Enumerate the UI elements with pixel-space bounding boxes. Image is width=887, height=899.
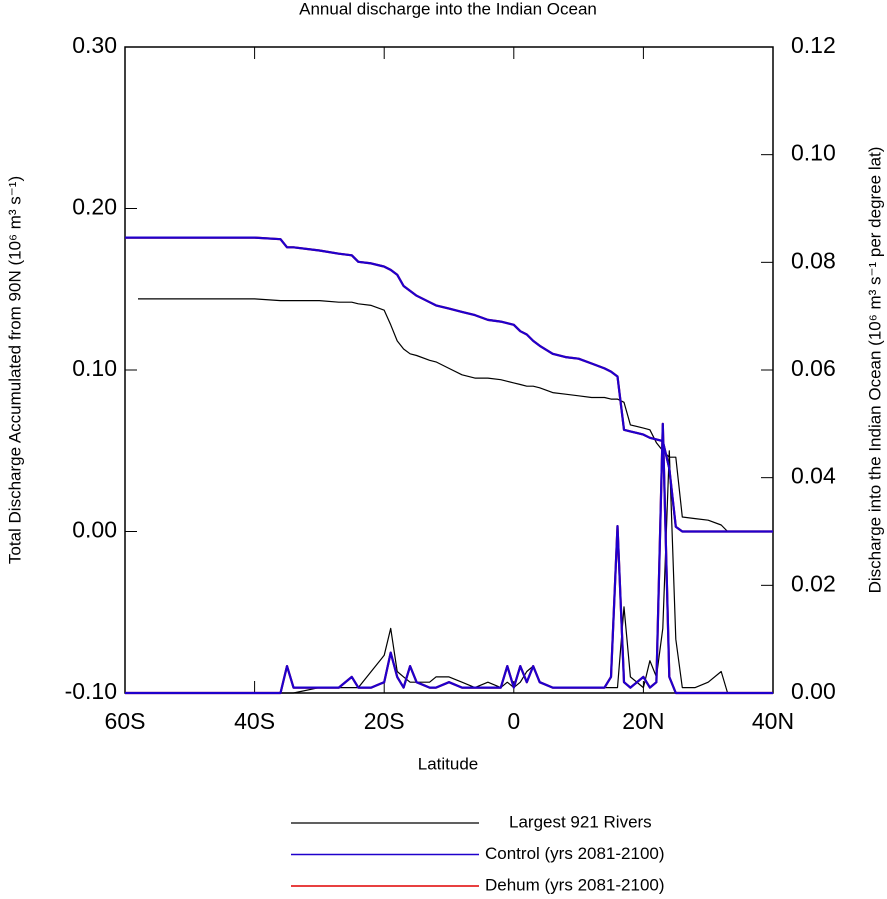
series-line [125,236,773,533]
x-tick-label: 0 [507,708,520,734]
y-tick-label: -0.10 [65,678,117,704]
y2-tick-label: 0.00 [791,678,836,704]
x-tick-label: 60S [105,708,146,734]
legend-label: Control (yrs 2081-2100) [485,844,665,863]
series-line [138,450,773,694]
y2-tick-label: 0.04 [791,463,836,489]
series-line [125,236,773,533]
y2-tick-label: 0.08 [791,247,836,273]
y2-tick-label: 0.10 [791,140,836,166]
y-tick-label: 0.20 [72,194,117,220]
y-axis-label: Total Discharge Accumulated from 90N (10… [5,176,24,564]
x-tick-label: 40N [752,708,794,734]
y-tick-label: 0.30 [72,32,117,58]
y-tick-label: 0.10 [72,355,117,381]
chart-title: Annual discharge into the Indian Ocean [299,0,597,18]
x-tick-label: 20N [622,708,664,734]
legend-label: Largest 921 Rivers [509,812,652,831]
series-line [138,298,773,533]
x-axis-label: Latitude [418,754,479,773]
series-line [125,422,773,695]
y2-tick-label: 0.12 [791,32,836,58]
series-line [125,422,773,695]
y2-tick-label: 0.06 [791,355,836,381]
y2-axis-label: Discharge into the Indian Ocean (10⁶ m³ … [865,147,884,594]
legend-label: Dehum (yrs 2081-2100) [485,875,665,894]
x-tick-label: 40S [234,708,275,734]
plot-frame [124,46,774,694]
y-tick-label: 0.00 [72,517,117,543]
y2-tick-label: 0.02 [791,570,836,596]
x-tick-label: 20S [364,708,405,734]
